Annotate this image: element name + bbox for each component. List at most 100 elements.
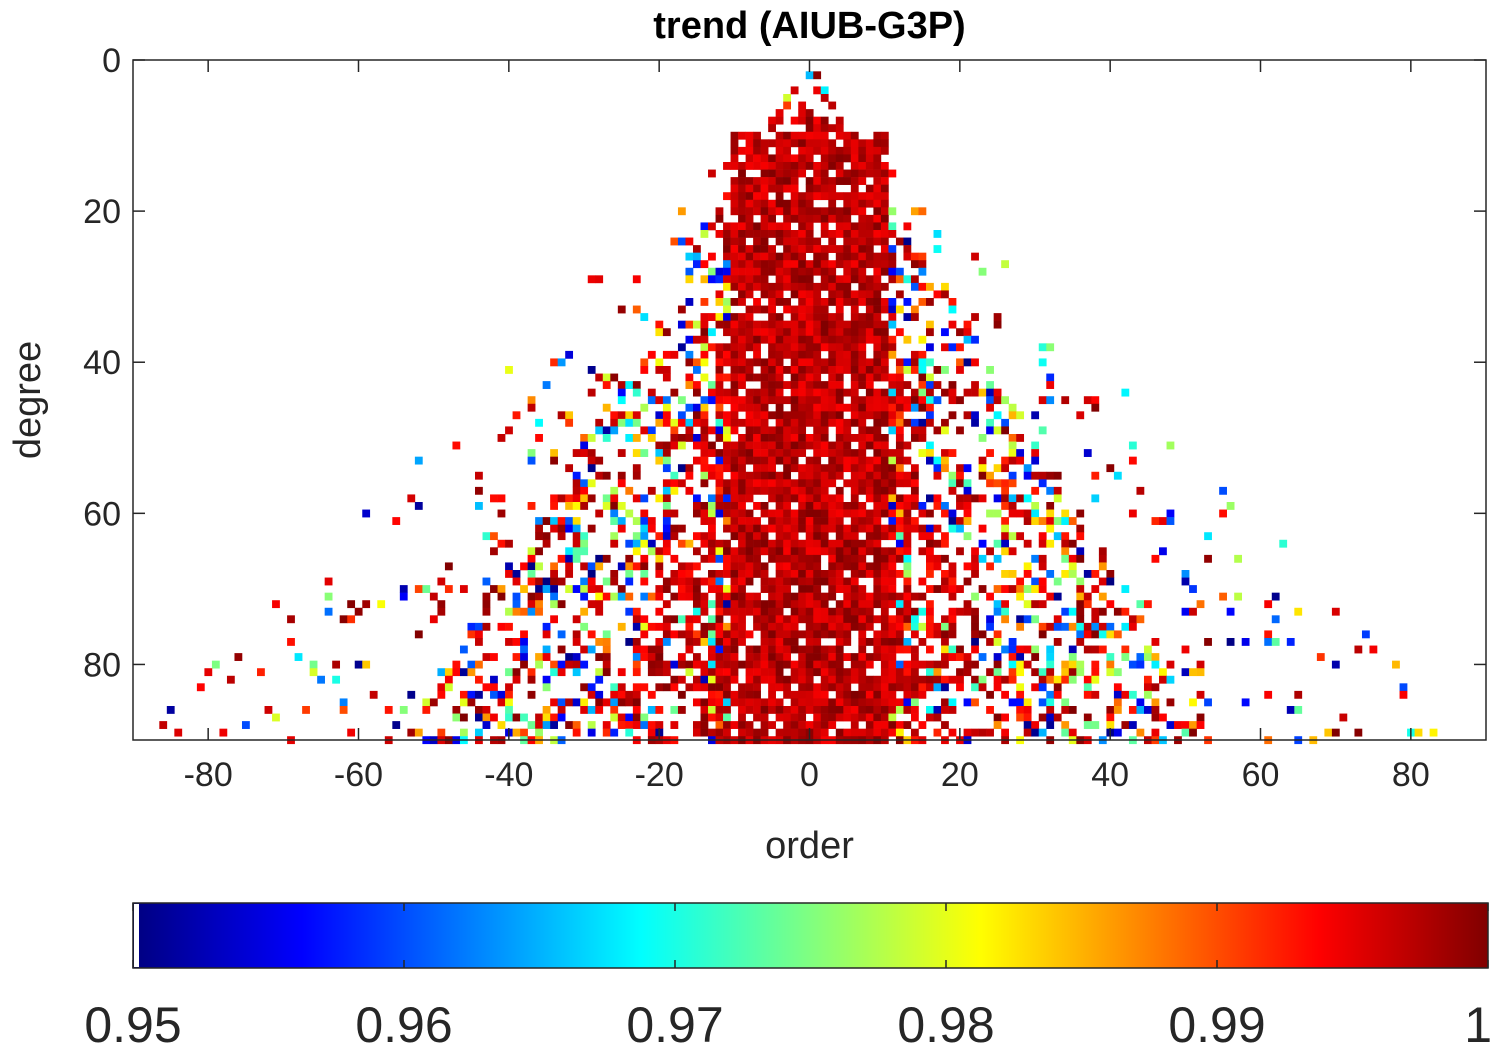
heatmap-cell <box>813 162 822 170</box>
heatmap-cell <box>926 441 934 450</box>
heatmap-cell <box>1061 721 1070 729</box>
heatmap-cell <box>805 109 814 117</box>
heatmap-cell <box>715 577 724 586</box>
heatmap-cell <box>858 403 867 412</box>
heatmap-cell <box>828 366 837 374</box>
heatmap-cell <box>873 630 882 639</box>
heatmap-cell <box>1196 713 1205 722</box>
heatmap-cell <box>903 403 912 412</box>
heatmap-cell <box>858 222 867 231</box>
heatmap-cell <box>1429 728 1438 737</box>
heatmap-cell <box>926 298 934 306</box>
heatmap-cell <box>760 615 769 624</box>
heatmap-cell <box>587 449 596 457</box>
heatmap-cell <box>602 381 611 389</box>
heatmap-cell <box>790 570 799 578</box>
heatmap-cell <box>956 547 964 556</box>
heatmap-cell <box>918 335 927 344</box>
heatmap-cell <box>790 577 799 586</box>
heatmap-cell <box>1061 668 1070 677</box>
heatmap-cell <box>918 683 927 692</box>
heatmap-cell <box>1339 713 1348 722</box>
heatmap-cell <box>723 434 731 442</box>
heatmap-cell <box>753 328 761 337</box>
heatmap-cell <box>625 539 634 548</box>
heatmap-cell <box>903 479 912 488</box>
heatmap-cell <box>798 335 807 344</box>
heatmap-cell <box>858 290 867 299</box>
heatmap-cell <box>926 418 934 427</box>
heatmap-cell <box>843 524 852 533</box>
heatmap-cell <box>745 524 754 533</box>
heatmap-cell <box>595 668 604 677</box>
heatmap-cell <box>1068 607 1077 616</box>
heatmap-cell <box>602 426 611 435</box>
heatmap-cell <box>813 282 822 291</box>
heatmap-cell <box>723 653 731 661</box>
heatmap-cell <box>580 585 589 593</box>
heatmap-cell <box>790 381 799 389</box>
heatmap-cell <box>610 690 619 699</box>
heatmap-cell <box>783 524 792 533</box>
heatmap-cell <box>535 418 543 427</box>
heatmap-cell <box>948 585 957 593</box>
heatmap-cell <box>865 486 874 495</box>
heatmap-cell <box>1136 728 1145 737</box>
heatmap-cell <box>730 547 739 556</box>
heatmap-cell <box>850 177 859 185</box>
heatmap-cell <box>730 366 739 374</box>
heatmap-cell <box>692 728 701 737</box>
heatmap-cell <box>835 328 844 337</box>
heatmap-cell <box>1106 706 1115 714</box>
heatmap-cell <box>790 554 799 563</box>
heatmap-cell <box>1001 260 1009 269</box>
heatmap-cell <box>828 245 837 253</box>
heatmap-cell <box>760 645 769 654</box>
heatmap-cell <box>790 207 799 216</box>
heatmap-cell <box>775 524 784 533</box>
heatmap-cell <box>1061 570 1070 578</box>
heatmap-cell <box>662 683 671 692</box>
heatmap-cell <box>971 381 979 389</box>
heatmap-cell <box>700 350 709 359</box>
heatmap-cell <box>790 434 799 442</box>
heatmap-cell <box>768 645 776 654</box>
heatmap-cell <box>482 532 491 541</box>
heatmap-cell <box>895 675 904 684</box>
heatmap-cell <box>550 615 558 624</box>
heatmap-cell <box>1016 449 1025 457</box>
heatmap-cell <box>723 320 731 329</box>
heatmap-cell <box>1331 728 1340 737</box>
heatmap-cell <box>287 638 295 646</box>
heatmap-cell <box>895 683 904 692</box>
heatmap-cell <box>437 728 446 737</box>
heatmap-cell <box>753 570 761 578</box>
heatmap-cell <box>820 116 829 125</box>
heatmap-cell <box>828 554 837 563</box>
heatmap-cell <box>745 267 754 276</box>
heatmap-cell <box>918 721 927 729</box>
heatmap-cell <box>873 320 882 329</box>
heatmap-cell <box>565 721 574 729</box>
heatmap-cell <box>820 328 829 337</box>
heatmap-cell <box>587 456 596 465</box>
heatmap-cell <box>895 502 904 510</box>
heatmap-cell <box>956 494 964 503</box>
heatmap-cell <box>798 426 807 435</box>
heatmap-cell <box>828 388 837 397</box>
heatmap-cell <box>805 418 814 427</box>
heatmap-cell <box>775 479 784 488</box>
heatmap-cell <box>730 562 739 571</box>
heatmap-cell <box>692 721 701 729</box>
heatmap-cell <box>1068 675 1077 684</box>
heatmap-cell <box>880 706 889 714</box>
heatmap-cell <box>475 660 483 669</box>
heatmap-cell <box>798 449 807 457</box>
heatmap-cell <box>1046 721 1055 729</box>
heatmap-cell <box>647 350 656 359</box>
heatmap-cell <box>760 192 769 201</box>
heatmap-cell <box>730 131 739 140</box>
heatmap-cell <box>1016 532 1025 541</box>
heatmap-cell <box>520 585 528 593</box>
heatmap-cell <box>738 456 746 465</box>
